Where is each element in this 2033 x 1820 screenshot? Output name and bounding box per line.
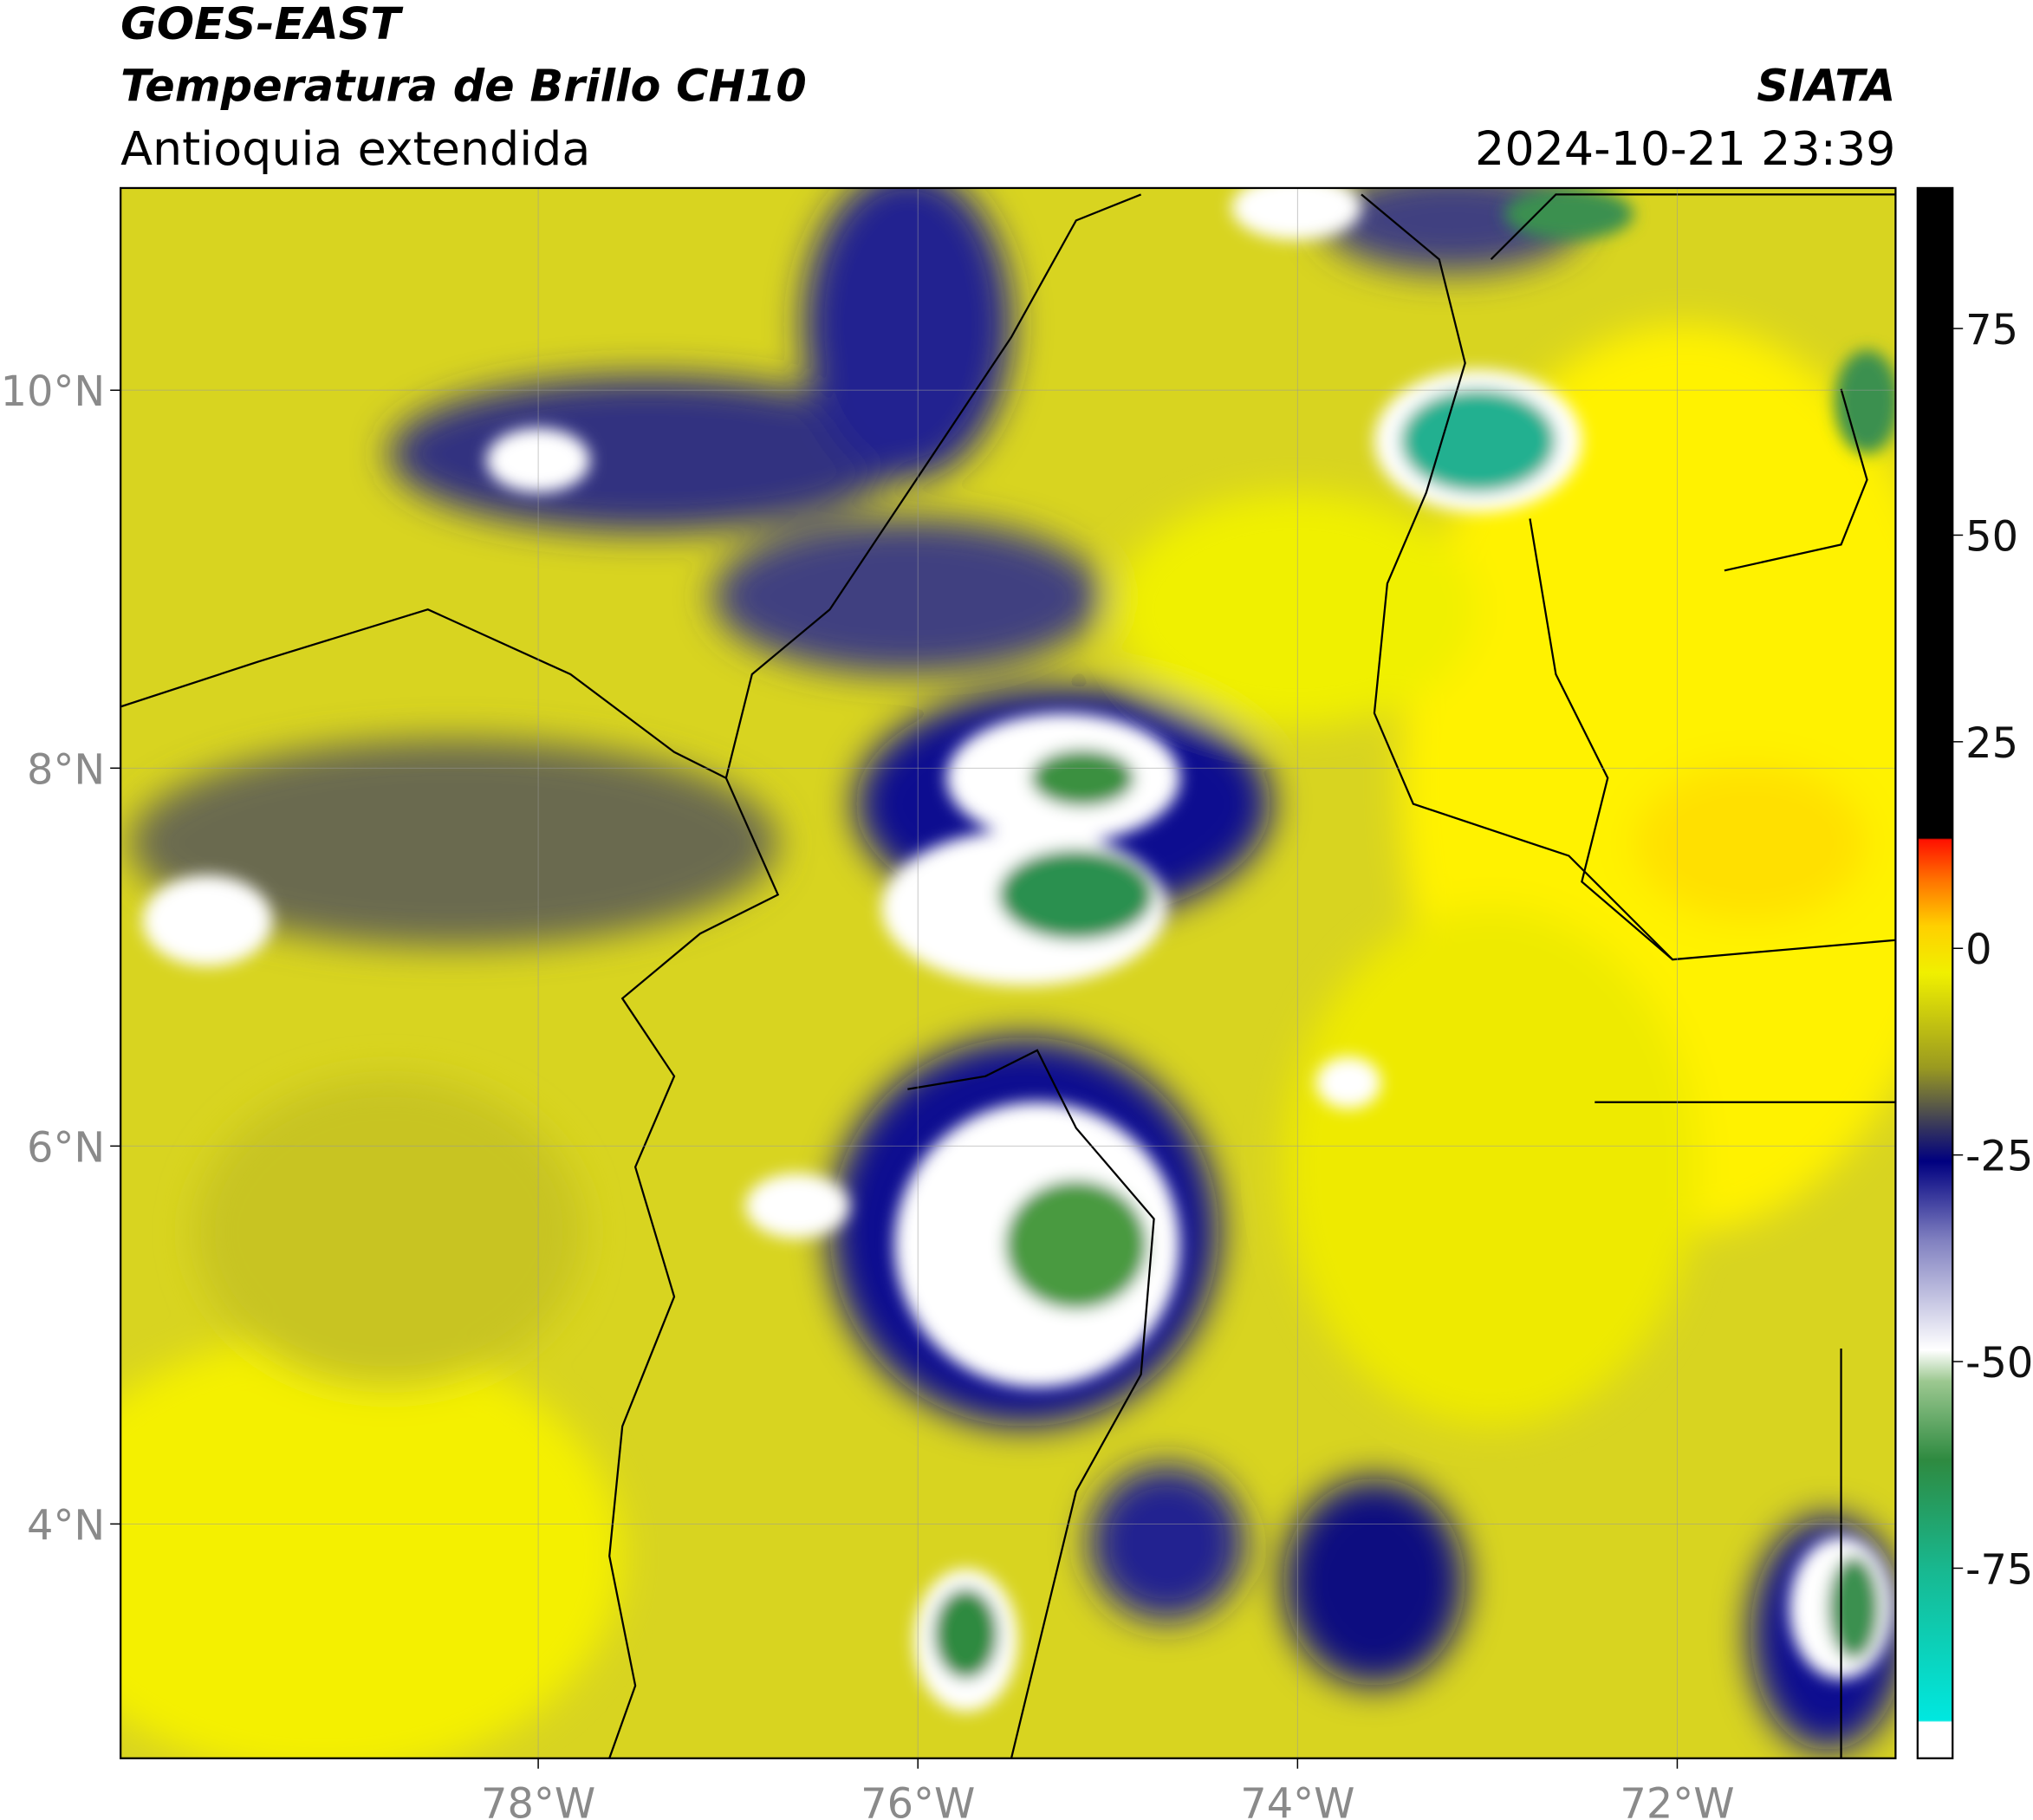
y-tick-label: 10°N <box>1 368 106 416</box>
x-tick-label: 72°W <box>1620 1781 1734 1820</box>
colorbar-tick-label: -75 <box>1965 1546 2033 1594</box>
y-tick-label: 8°N <box>27 746 105 794</box>
x-tick-label: 74°W <box>1240 1781 1354 1820</box>
satellite-title: GOES-EAST <box>120 0 404 49</box>
colorbar-tick-label: 25 <box>1965 720 2018 768</box>
map-frame <box>120 186 1897 1759</box>
x-tick-label: 78°W <box>481 1781 595 1820</box>
product-title: Temperatura de Brillo CH10 <box>120 61 807 112</box>
y-tick-label: 4°N <box>27 1502 105 1550</box>
datetime-label: 2024-10-21 23:39 <box>1475 121 1895 176</box>
x-tick-label: 76°W <box>861 1781 975 1820</box>
source-label: SIATA <box>1757 61 1895 112</box>
region-subtitle: Antioquia extendida <box>120 121 590 176</box>
colorbar-tick-label: -25 <box>1965 1134 2033 1181</box>
colorbar-tick-label: 75 <box>1965 307 2018 354</box>
colorbar-tick-label: -50 <box>1965 1340 2033 1388</box>
map-image <box>120 187 1896 1758</box>
y-tick-label: 6°N <box>27 1124 105 1172</box>
colorbar-tick-label: 50 <box>1965 513 2018 561</box>
colorbar <box>1916 186 1954 1759</box>
colorbar-tick-label: 0 <box>1965 926 1991 974</box>
